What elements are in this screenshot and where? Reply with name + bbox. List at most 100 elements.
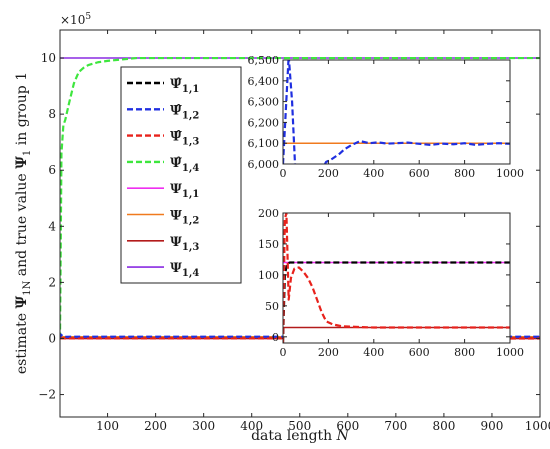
inset-top-series-layer bbox=[283, 60, 510, 164]
y-axis-label-true-sub: 1 bbox=[22, 150, 33, 156]
main-y-tick-label: 2 bbox=[48, 275, 56, 289]
y-axis-label: estimate Ψ1N and true value Ψ1 in group … bbox=[14, 72, 33, 374]
y-scale-factor: ×105 bbox=[60, 12, 91, 27]
main-x-tick-label: 300 bbox=[192, 419, 215, 433]
inset-top-ticks-layer: 0 200 400 600 800 1000 6,000 6,100 6,200 6,300 6,4… bbox=[248, 54, 525, 180]
main-series-est-1-2 bbox=[60, 333, 540, 339]
main-x-tick-label: 900 bbox=[480, 419, 503, 433]
inset-bottom-series-layer bbox=[283, 213, 510, 343]
legend-symbol: Ψ bbox=[170, 235, 182, 250]
legend-entry: Ψ̂1,4 bbox=[127, 156, 199, 174]
main-x-tick-label: 500 bbox=[288, 419, 311, 433]
legend-entries: Ψ̂1,1Ψ̂1,2Ψ̂1,3Ψ̂1,4Ψ1,1Ψ1,2Ψ1,3Ψ1,4 bbox=[127, 77, 199, 279]
legend-entry: Ψ1,1 bbox=[127, 182, 199, 200]
y-scale-label: ×10 bbox=[60, 13, 85, 27]
inset-bottom-x-tick-label: 800 bbox=[454, 346, 475, 359]
legend-subscript: 1,1 bbox=[182, 84, 199, 95]
legend-label: Ψ1,4 bbox=[170, 261, 199, 279]
legend-label: Ψ1,3 bbox=[170, 235, 199, 253]
inset-bottom-y-tick-label: 100 bbox=[258, 269, 279, 282]
legend-symbol: Ψ bbox=[170, 182, 182, 197]
legend-symbol: Ψ̂ bbox=[170, 103, 182, 118]
main-y-tick-label: 10 bbox=[41, 51, 56, 65]
inset-bottom: 0 200 400 600 800 1000 0 50 100 150 200 bbox=[258, 207, 524, 359]
main-y-tick-label: 0 bbox=[48, 331, 56, 345]
inset-top-background bbox=[283, 60, 510, 164]
inset-bottom-y-tick-label: 50 bbox=[265, 300, 279, 313]
legend-symbol: Ψ̂ bbox=[170, 156, 182, 171]
main-y-tick-label: 6 bbox=[48, 163, 56, 177]
legend-subscript: 1,4 bbox=[182, 268, 199, 279]
main-x-tick-label: 400 bbox=[240, 419, 263, 433]
legend-symbol: Ψ̂ bbox=[170, 130, 182, 145]
inset-top-x-tick-label: 1000 bbox=[496, 167, 524, 180]
y-axis-label-true-symbol: Ψ bbox=[14, 156, 30, 169]
legend-subscript: 1,2 bbox=[182, 216, 199, 227]
legend-entry: Ψ̂1,1 bbox=[127, 77, 199, 95]
main-y-tick-label: 4 bbox=[48, 219, 56, 233]
inset-top-x-tick-label: 0 bbox=[280, 167, 287, 180]
inset-bottom-y-tick-label: 150 bbox=[258, 238, 279, 251]
inset-bottom-x-tick-label: 400 bbox=[363, 346, 384, 359]
main-y-tick-label: −2 bbox=[38, 388, 56, 402]
legend-label: Ψ̂1,4 bbox=[170, 156, 199, 174]
inset-top-x-tick-label: 600 bbox=[409, 167, 430, 180]
inset-top-y-tick-label: 6,200 bbox=[248, 116, 280, 129]
main-x-tick-label: 700 bbox=[384, 419, 407, 433]
legend-box bbox=[120, 66, 242, 284]
legend-label: Ψ̂1,2 bbox=[170, 103, 199, 121]
inset-bottom-x-tick-label: 600 bbox=[409, 346, 430, 359]
inset-bottom-series-est-1-3 bbox=[283, 213, 510, 343]
legend-subscript: 1,2 bbox=[182, 110, 199, 121]
y-axis-label-middle: and true value bbox=[14, 169, 30, 281]
legend-symbol: Ψ̂ bbox=[170, 77, 182, 92]
inset-top-x-tick-label: 200 bbox=[318, 167, 339, 180]
main-x-tick-label: 800 bbox=[432, 419, 455, 433]
legend-entry: Ψ1,2 bbox=[127, 209, 199, 227]
inset-top-x-tick-label: 400 bbox=[363, 167, 384, 180]
legend-label: Ψ̂1,1 bbox=[170, 77, 199, 95]
inset-top-y-tick-label: 6,400 bbox=[248, 75, 280, 88]
legend-subscript: 1,3 bbox=[182, 137, 199, 148]
inset-top-series-est-1-2 bbox=[283, 60, 510, 164]
x-axis-label: data length N bbox=[251, 428, 350, 444]
y-scale-exponent: 5 bbox=[85, 12, 91, 22]
inset-top-x-tick-label: 800 bbox=[454, 167, 475, 180]
legend-entry: Ψ̂1,3 bbox=[127, 130, 199, 148]
inset-top: 0 200 400 600 800 1000 6,000 6,100 6,200 6,300 6,4… bbox=[248, 54, 525, 180]
inset-top-y-tick-label: 6,000 bbox=[248, 158, 280, 171]
legend-subscript: 1,1 bbox=[182, 189, 199, 200]
inset-bottom-x-tick-label: 1000 bbox=[496, 346, 524, 359]
y-axis-label-hat-symbol: Ψ bbox=[14, 296, 30, 309]
x-axis-label-variable: N bbox=[336, 428, 350, 444]
x-axis-label-prefix: data length bbox=[251, 428, 337, 444]
main-x-tick-label: 200 bbox=[144, 419, 167, 433]
inset-top-frame bbox=[282, 59, 511, 165]
legend-label: Ψ1,1 bbox=[170, 182, 199, 200]
legend-entry: Ψ1,4 bbox=[127, 261, 199, 279]
legend-label: Ψ̂1,3 bbox=[170, 130, 199, 148]
legend: Ψ̂1,1Ψ̂1,2Ψ̂1,3Ψ̂1,4Ψ1,1Ψ1,2Ψ1,3Ψ1,4 bbox=[120, 66, 242, 284]
legend-symbol: Ψ bbox=[170, 261, 182, 276]
legend-entry: Ψ̂1,2 bbox=[127, 103, 199, 121]
inset-bottom-x-tick-label: 0 bbox=[280, 346, 287, 359]
inset-bottom-y-tick-label: 200 bbox=[258, 207, 279, 220]
main-x-tick-label: 600 bbox=[336, 419, 359, 433]
inset-top-y-tick-label: 6,100 bbox=[248, 137, 280, 150]
main-x-tick-label: 100 bbox=[96, 419, 119, 433]
inset-top-y-tick-label: 6,500 bbox=[248, 54, 280, 67]
legend-symbol: Ψ bbox=[170, 209, 182, 224]
y-axis-label-prefix: estimate bbox=[14, 309, 30, 375]
inset-bottom-frame bbox=[282, 212, 511, 344]
legend-subscript: 1,4 bbox=[182, 163, 199, 174]
main-x-tick-label: 1000 bbox=[525, 419, 550, 433]
inset-bottom-background bbox=[283, 213, 510, 343]
y-axis-label-hat-sub: 1N bbox=[22, 280, 33, 295]
main-series-est-1-4 bbox=[60, 56, 540, 339]
inset-top-y-tick-label: 6,300 bbox=[248, 96, 280, 109]
legend-label: Ψ1,2 bbox=[170, 209, 199, 227]
main-y-tick-label: 8 bbox=[48, 107, 56, 121]
inset-bottom-x-tick-label: 200 bbox=[318, 346, 339, 359]
